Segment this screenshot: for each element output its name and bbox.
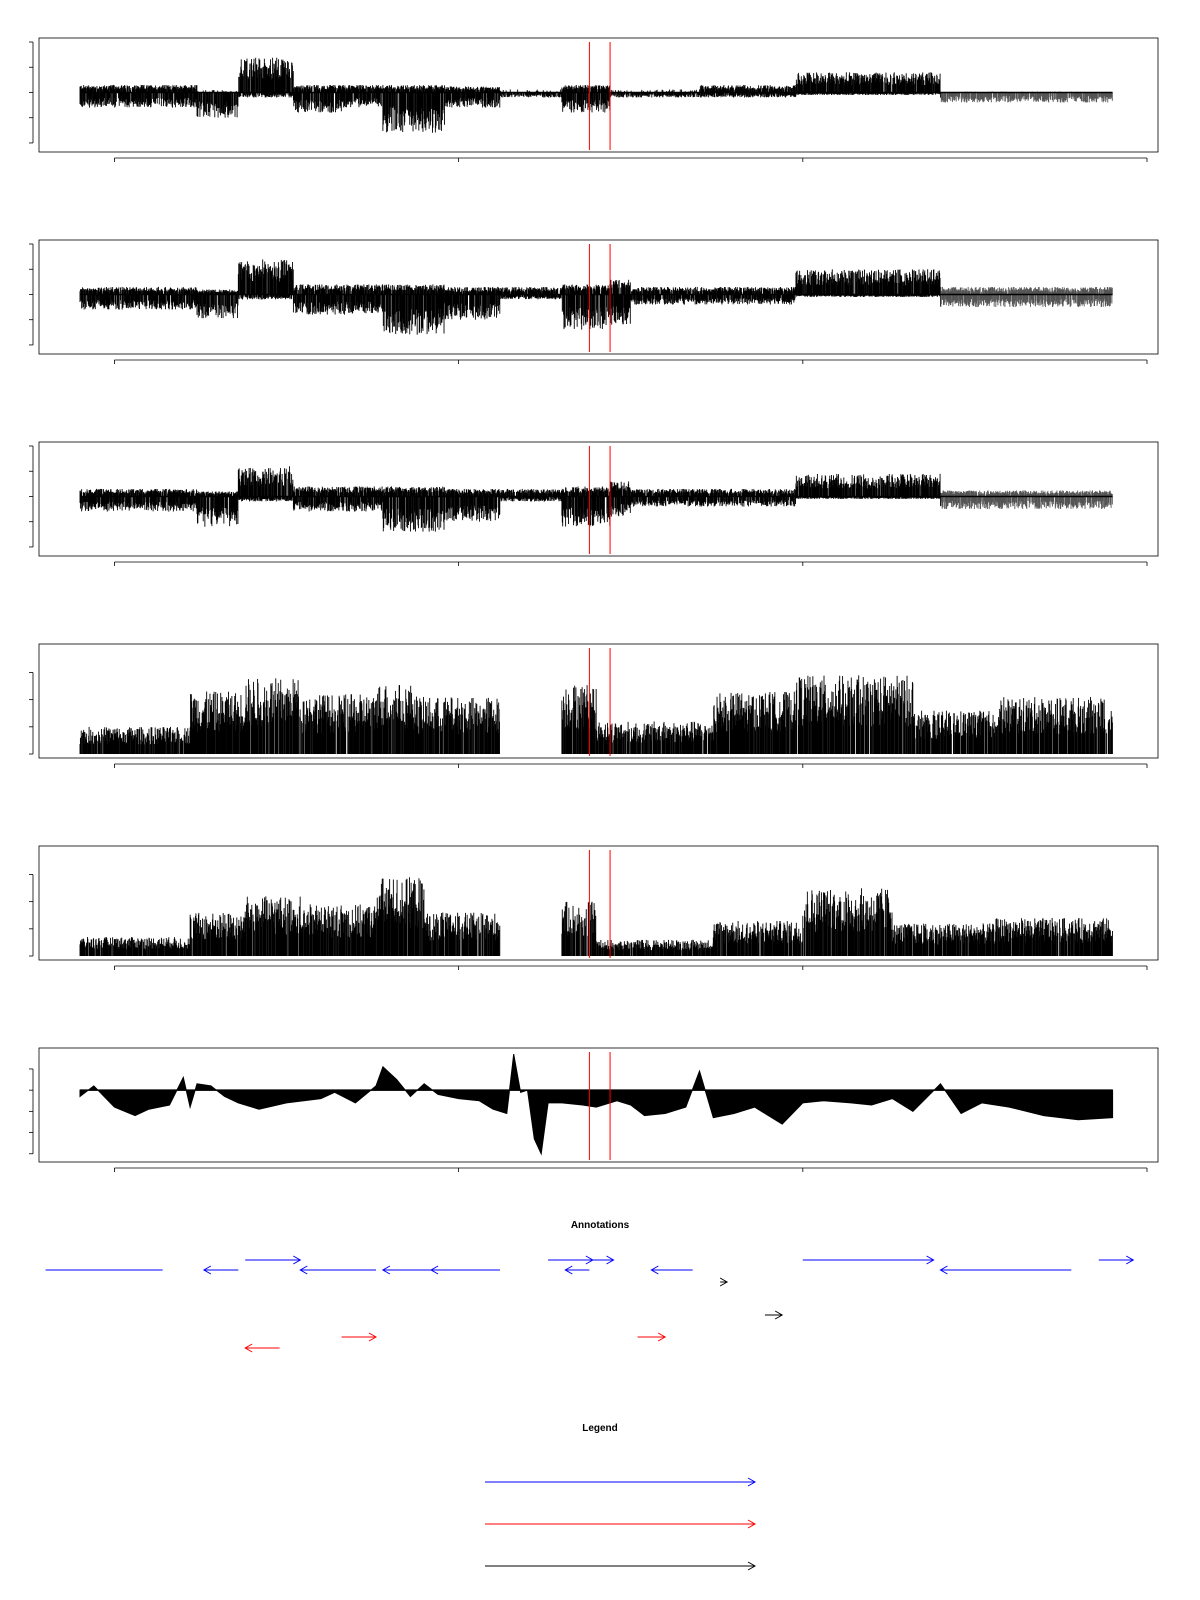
data-segment [341,85,383,108]
data-segment [196,90,239,118]
track-panels [29,37,1159,1172]
panel-wt-ribominus [29,37,1159,162]
data-segment [238,57,294,98]
data-segment [382,85,445,133]
plot-frame [38,239,1159,355]
data-segment [341,284,383,315]
data-segment [382,284,445,335]
series-marks [79,259,1113,335]
plot-frame [38,37,1159,153]
data-segment [292,85,342,113]
data-segment [444,86,501,108]
data-segment [79,84,198,108]
data-segment [79,286,198,310]
data-segment [292,284,342,315]
data-segment [561,85,611,113]
panel-xrn1-ribominus [29,239,1159,364]
